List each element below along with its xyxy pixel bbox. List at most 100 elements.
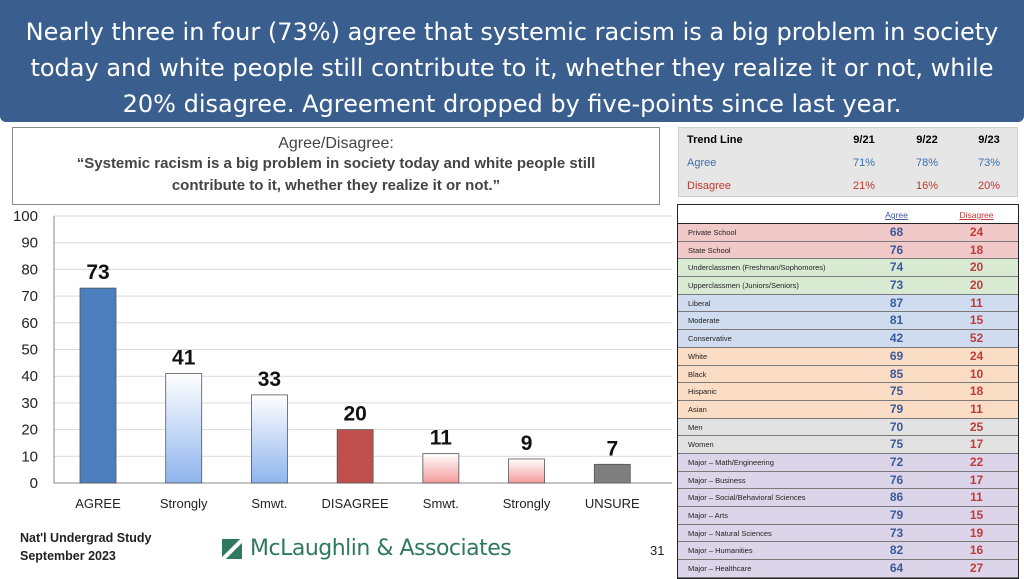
bar [508,458,545,484]
table-row: Major – Math/Engineering 72 22 [678,453,1018,472]
table-row: Conservative 42 52 [678,330,1018,348]
agree-value: 73 [889,278,904,293]
agree-value: 79 [889,508,904,522]
agree-value: 85 [889,366,904,381]
row-label: Liberal [688,298,711,308]
agree-value: 76 [889,242,904,257]
category-label: Strongly [503,496,551,511]
agree-column-header: Agree [885,210,908,220]
agree-value: 82 [889,543,904,558]
data-label: 7 [606,437,618,460]
disagree-value: 15 [969,508,984,522]
data-label: 33 [258,368,281,391]
bar-chart: 0 10 20 30 40 50 60 70 80 90 100 73 AGREE 41 Strongly 3… [13,208,672,511]
demographic-table: Agree Disagree Private School 68 24 State S… [677,204,1019,579]
disagree-value: 24 [969,348,984,363]
disagree-column-header: Disagree [959,210,994,220]
table-row: Major – Business 76 17 [678,471,1018,490]
y-tick-label: 60 [21,315,38,332]
agree-value: 70 [889,419,904,434]
trend-header-row: Trend Line 9/21 9/22 9/23 [679,130,1019,152]
slide-title-line-1: Nearly three in four (73%) agree that sy… [25,18,999,46]
question-text-line-2: contribute to it, whether they realize i… [171,177,501,194]
disagree-value: 19 [969,525,984,540]
study-name: Nat'l Undergrad Study [20,531,152,545]
row-label: Moderate [688,316,720,326]
slide-title: Nearly three in four (73%) agree that sy… [0,0,1024,122]
y-tick-label: 100 [13,208,38,225]
category-label: Smwt. [423,496,459,511]
question-text-line-1: “Systemic racism is a big problem in soc… [76,155,596,172]
table-row: Major – Humanities 82 16 [678,542,1018,561]
study-date: September 2023 [20,549,116,563]
bar [165,373,203,484]
row-label: Hispanic [688,387,717,397]
trend-line-table: Trend Line 9/21 9/22 9/23 Agree 71% 78% … [678,127,1018,197]
table-row: Men 70 25 [678,418,1018,437]
row-label: Black [688,369,707,379]
disagree-value: 15 [969,313,984,328]
row-label: Upperclassmen (Juniors/Seniors) [688,281,799,291]
disagree-value: 18 [969,384,984,399]
data-label: 11 [430,427,453,450]
disagree-value: 52 [969,331,984,346]
y-tick-label: 90 [21,235,38,252]
disagree-value: 22 [969,454,984,469]
y-tick-label: 80 [21,261,38,278]
trend-row-agree: Agree 71% 78% 73% [679,153,1019,175]
row-label: State School [688,245,731,255]
agree-value: 75 [889,384,904,399]
y-tick-label: 30 [21,395,38,412]
table-row: Major – Natural Sciences 73 19 [678,524,1018,543]
mclaughlin-logo-mark-icon [222,538,242,559]
row-label: Major – Business [688,475,746,485]
agree-value: 68 [889,225,904,239]
row-label: Major – Natural Sciences [688,528,772,538]
data-label: 20 [343,403,366,426]
category-label: AGREE [75,496,121,511]
agree-value: 76 [889,472,904,487]
question-title: Agree/Disagree: [278,135,394,152]
table-row: Major – Healthcare 64 27 [678,560,1018,578]
bar [593,463,631,484]
agree-value: 75 [889,437,904,452]
disagree-value: 16 [969,543,984,558]
agree-value: 42 [889,331,904,346]
row-label: Major – Arts [688,511,729,520]
demographic-table-header: Agree Disagree [678,205,1018,224]
table-row: Moderate 81 15 [678,312,1018,331]
table-row: Asian 79 11 [678,400,1018,419]
table-row: Black 85 10 [678,365,1018,384]
agree-value: 86 [889,490,904,505]
table-row: Private School 68 24 [678,224,1018,242]
company-logo: McLaughlin & Associates [222,536,512,561]
disagree-value: 17 [969,472,984,487]
agree-value: 73 [889,525,904,540]
agree-value: 74 [889,260,904,275]
disagree-value: 11 [970,295,983,310]
row-label: Men [688,422,703,432]
y-tick-label: 70 [21,288,38,305]
category-label: Smwt. [251,496,287,511]
trend-header-9-21: 9/21 [853,134,875,146]
row-label: Major – Healthcare [688,564,752,574]
table-row: Major – Arts 79 15 [678,507,1018,525]
slide-title-line-3: 20% disagree. Agreement dropped by five-… [122,90,902,118]
y-tick-label: 10 [21,448,38,465]
y-tick-label: 20 [21,422,38,439]
trend-agree-label: Agree [687,157,717,169]
row-label: Major – Math/Engineering [688,457,774,467]
disagree-value: 24 [969,225,984,239]
disagree-value: 25 [969,419,984,434]
trend-header-9-22: 9/22 [916,134,938,146]
disagree-value: 20 [969,278,984,293]
trend-agree-9-22: 78% [915,157,939,169]
trend-disagree-9-22: 16% [915,180,939,192]
data-label: 9 [521,432,533,455]
row-label: Major – Humanities [688,546,753,556]
trend-agree-9-21: 71% [852,157,876,169]
table-row: State School 76 18 [678,241,1018,260]
row-label: Women [688,440,714,450]
category-label: Strongly [160,496,208,511]
data-label: 41 [172,347,196,370]
